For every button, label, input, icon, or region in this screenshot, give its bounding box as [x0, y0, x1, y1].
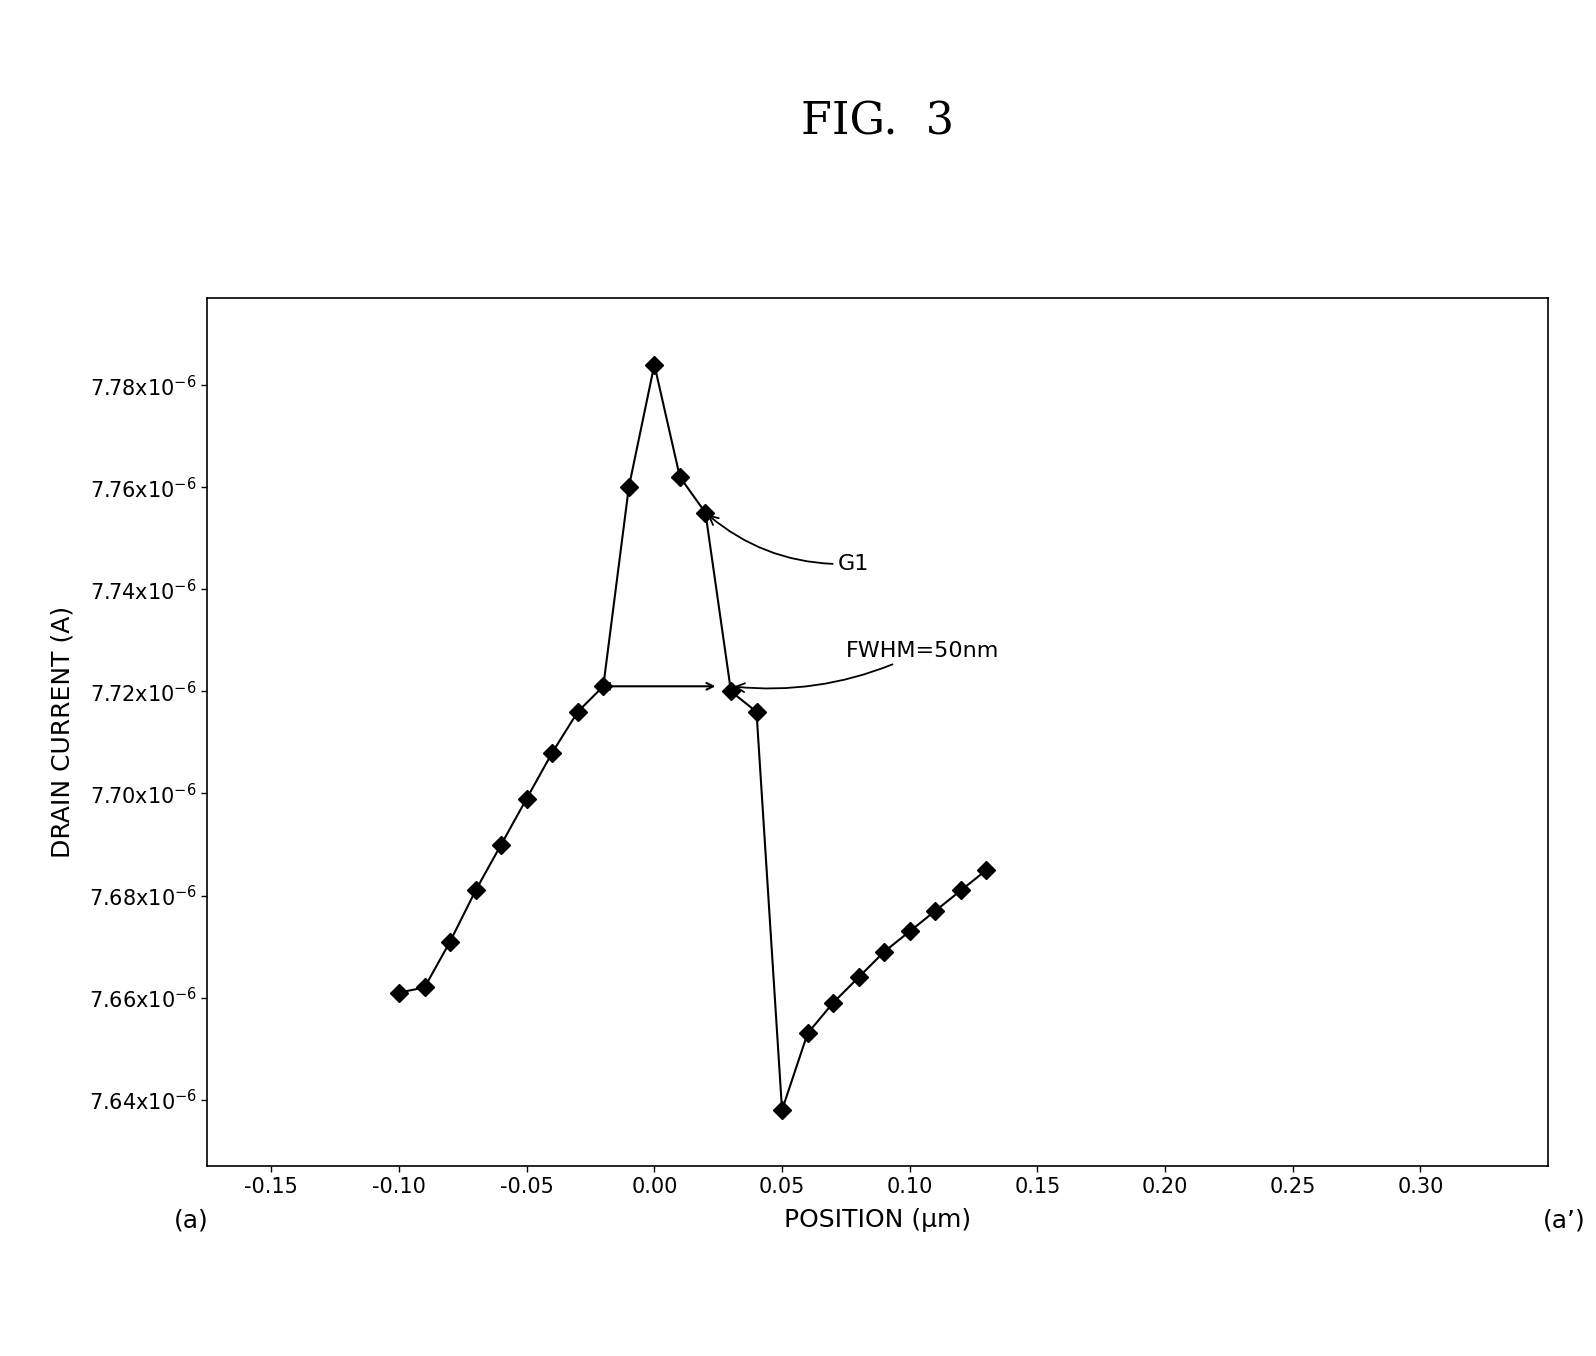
Text: (a): (a): [174, 1208, 209, 1233]
X-axis label: POSITION (μm): POSITION (μm): [784, 1208, 972, 1231]
Text: FWHM=50nm: FWHM=50nm: [736, 640, 999, 692]
Text: (a’): (a’): [1543, 1208, 1585, 1233]
Y-axis label: DRAIN CURRENT (A): DRAIN CURRENT (A): [51, 606, 75, 858]
Text: G1: G1: [709, 515, 870, 574]
Text: FIG.  3: FIG. 3: [801, 100, 954, 144]
